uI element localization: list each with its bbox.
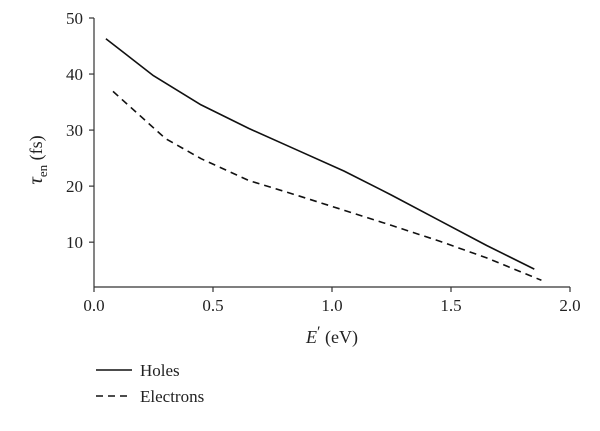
y-axis-symbol: τ xyxy=(23,176,47,185)
y-tick-label: 30 xyxy=(66,121,83,140)
axes-frame xyxy=(93,18,570,288)
x-tick-label: 0.0 xyxy=(83,296,104,315)
legend-label-electrons: Electrons xyxy=(140,387,204,406)
y-tick-label: 20 xyxy=(66,177,83,196)
x-axis-title: E′ (eV) xyxy=(305,324,358,348)
y-axis-unit: (fs) xyxy=(26,135,47,165)
x-axis-prime: ′ xyxy=(317,324,321,341)
x-tick-label: 0.5 xyxy=(202,296,223,315)
x-tick-label: 2.0 xyxy=(559,296,580,315)
x-axis-unit: (eV) xyxy=(321,327,358,348)
series-layer xyxy=(105,38,542,282)
y-tick-label: 40 xyxy=(66,65,83,84)
legend-label-holes: Holes xyxy=(140,361,180,380)
x-tick-label: 1.5 xyxy=(440,296,461,315)
series-line-electrons xyxy=(112,90,542,282)
y-tick-label: 10 xyxy=(66,233,83,252)
y-axis-subscript: en xyxy=(35,164,50,177)
x-tick-label: 1.0 xyxy=(321,296,342,315)
y-tick-label: 50 xyxy=(66,9,83,28)
legend: Holes Electrons xyxy=(96,361,204,406)
x-axis-symbol: E xyxy=(305,327,317,347)
axis-ticks: 0.0 0.5 1.0 1.5 2.0 10 20 30 40 50 xyxy=(66,9,581,315)
y-axis-title: τen (fs) xyxy=(23,135,50,184)
series-line-holes xyxy=(105,38,535,270)
